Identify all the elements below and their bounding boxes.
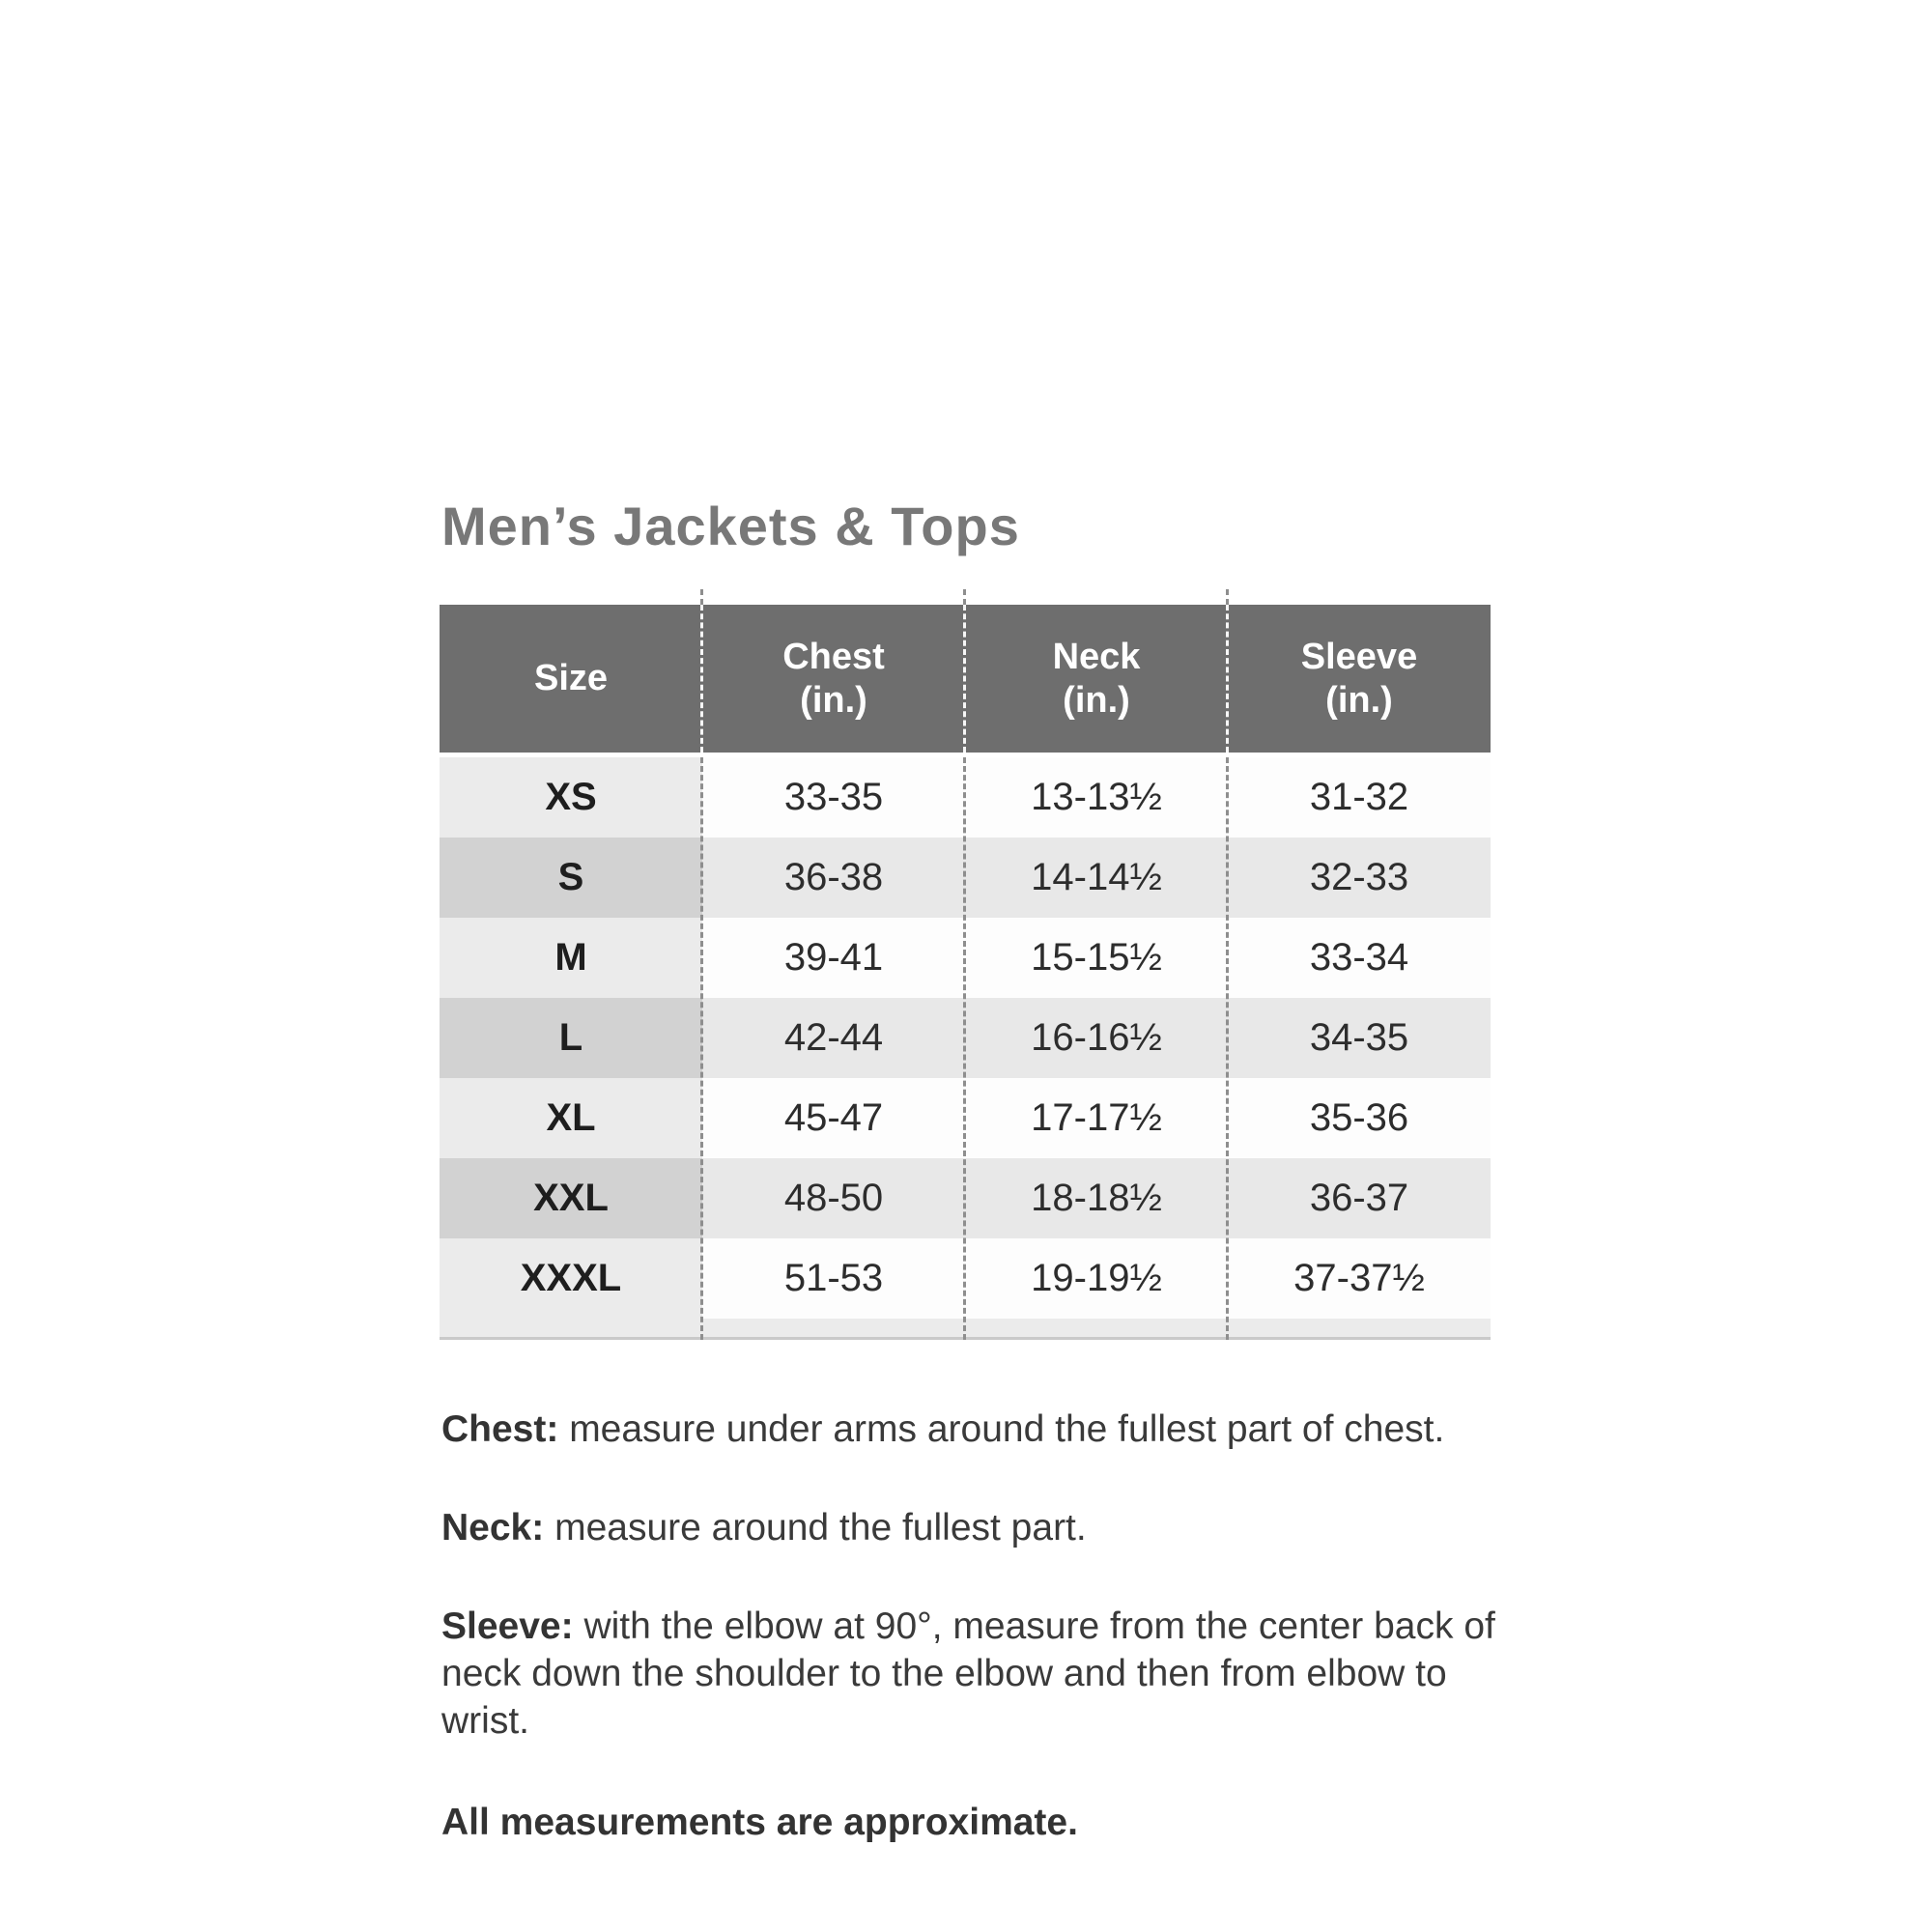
column-header-label: Neck <box>1052 636 1141 677</box>
size-chart: Size Chest (in.) Neck (in.) Sleeve (in.)… <box>440 589 1491 1340</box>
footnote: All measurements are approximate. <box>441 1802 1078 1843</box>
neck-cell: 14-14½ <box>965 838 1228 918</box>
neck-cell: 19-19½ <box>965 1238 1228 1319</box>
column-divider-dash <box>1226 589 1229 605</box>
column-divider-dash <box>700 589 703 605</box>
size-cell: M <box>440 918 702 998</box>
note-neck: Neck: measure around the fullest part. <box>441 1504 1509 1551</box>
column-header-unit: (in.) <box>1325 679 1393 721</box>
neck-cell: 15-15½ <box>965 918 1228 998</box>
note-chest-term: Chest: <box>441 1408 559 1450</box>
size-cell: XXL <box>440 1158 702 1238</box>
column-header-label: Chest <box>782 636 885 677</box>
note-neck-term: Neck: <box>441 1507 545 1548</box>
column-header-size: Size <box>440 605 702 757</box>
column-header-label: Sleeve <box>1300 636 1418 677</box>
column-header-sleeve: Sleeve (in.) <box>1228 605 1491 757</box>
neck-cell: 18-18½ <box>965 1158 1228 1238</box>
chest-cell: 33-35 <box>702 757 965 838</box>
sleeve-cell: 32-33 <box>1228 838 1491 918</box>
chest-cell: 51-53 <box>702 1238 965 1319</box>
sleeve-cell: 34-35 <box>1228 998 1491 1078</box>
note-chest: Chest: measure under arms around the ful… <box>441 1406 1509 1453</box>
note-sleeve: Sleeve: with the elbow at 90°, measure f… <box>441 1603 1509 1745</box>
size-cell: S <box>440 838 702 918</box>
neck-cell: 16-16½ <box>965 998 1228 1078</box>
sleeve-cell: 31-32 <box>1228 757 1491 838</box>
chest-cell: 42-44 <box>702 998 965 1078</box>
column-header-label: Size <box>533 658 609 698</box>
column-divider-dash <box>963 589 966 605</box>
neck-cell: 17-17½ <box>965 1078 1228 1158</box>
column-header-neck: Neck (in.) <box>965 605 1228 757</box>
page-title: Men’s Jackets & Tops <box>441 496 1020 556</box>
chest-cell: 39-41 <box>702 918 965 998</box>
size-cell: L <box>440 998 702 1078</box>
sleeve-cell: 36-37 <box>1228 1158 1491 1238</box>
column-header-chest: Chest (in.) <box>702 605 965 757</box>
sleeve-cell: 35-36 <box>1228 1078 1491 1158</box>
sleeve-cell: 33-34 <box>1228 918 1491 998</box>
neck-cell: 13-13½ <box>965 757 1228 838</box>
chest-cell: 48-50 <box>702 1158 965 1238</box>
table-footer-strip <box>440 1319 1491 1340</box>
size-cell: XL <box>440 1078 702 1158</box>
note-sleeve-term: Sleeve: <box>441 1605 574 1647</box>
measurement-notes: Chest: measure under arms around the ful… <box>441 1406 1509 1897</box>
note-neck-text: measure around the fullest part. <box>554 1507 1087 1548</box>
chest-cell: 36-38 <box>702 838 965 918</box>
note-chest-text: measure under arms around the fullest pa… <box>569 1408 1445 1450</box>
sleeve-cell: 37-37½ <box>1228 1238 1491 1319</box>
column-header-unit: (in.) <box>1063 679 1130 721</box>
size-cell: XXXL <box>440 1238 702 1319</box>
note-sleeve-text: with the elbow at 90°, measure from the … <box>441 1605 1495 1742</box>
column-header-unit: (in.) <box>800 679 867 721</box>
size-chart-table: Size Chest (in.) Neck (in.) Sleeve (in.)… <box>440 589 1491 1340</box>
size-cell: XS <box>440 757 702 838</box>
chest-cell: 45-47 <box>702 1078 965 1158</box>
